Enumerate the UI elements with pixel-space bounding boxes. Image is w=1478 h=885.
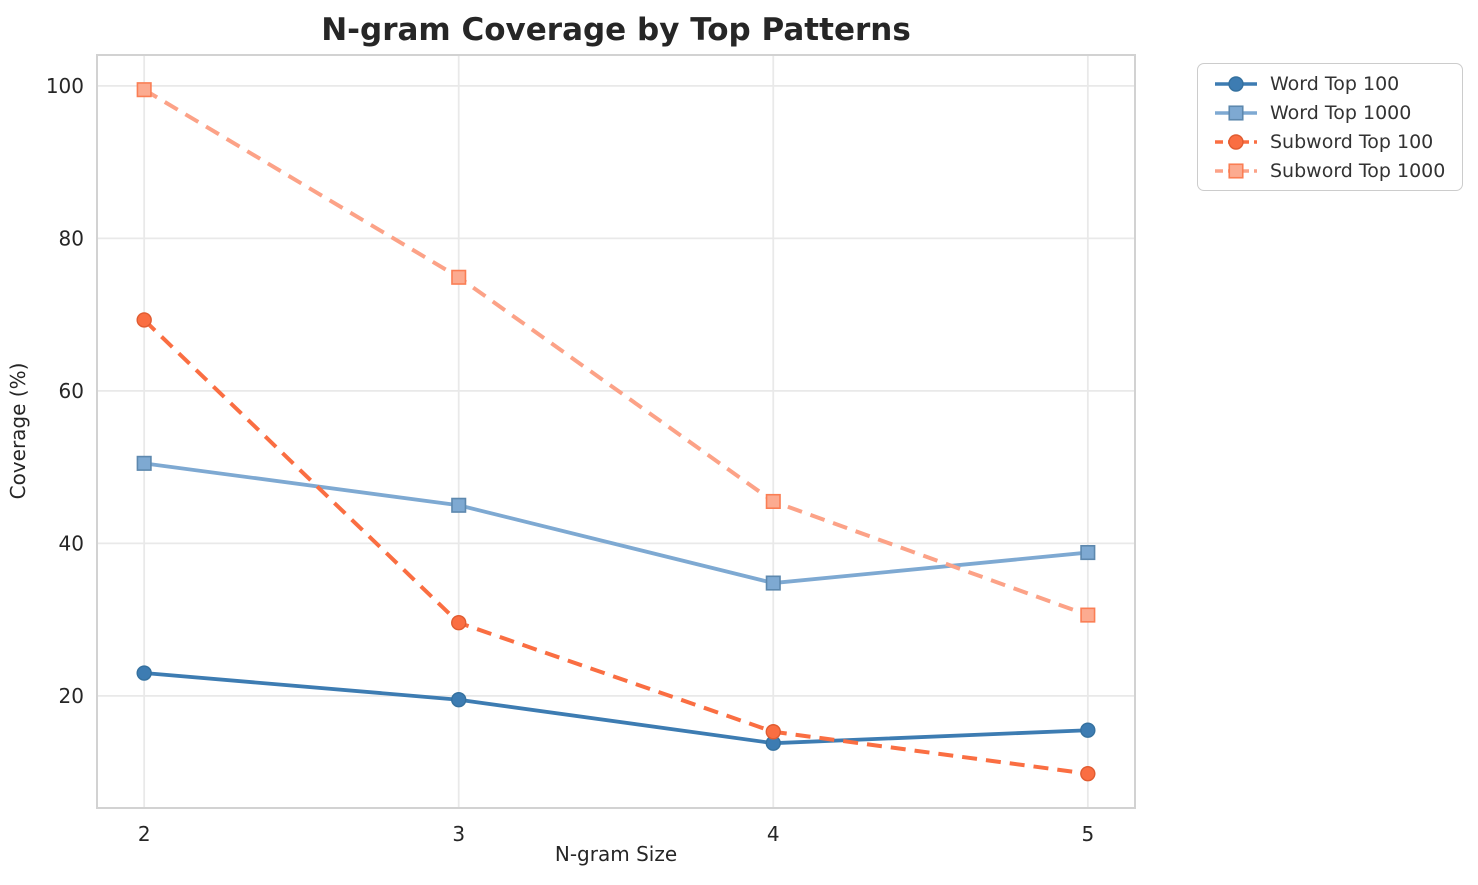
legend-label: Subword Top 1000 [1270, 159, 1446, 182]
y-tick-label: 60 [59, 379, 84, 403]
marker-square-word-top-1000 [1080, 545, 1096, 561]
chart-title: N-gram Coverage by Top Patterns [321, 12, 911, 48]
marker-circle-subword-top-100 [451, 615, 467, 631]
y-tick-label: 80 [59, 226, 84, 250]
legend-item: Subword Top 100 [1212, 128, 1454, 156]
marker-square-subword-top-1000 [1080, 607, 1096, 623]
series-line-subword-top-100 [142, 318, 1089, 776]
marker-square-subword-top-1000 [765, 493, 781, 510]
y-axis-label: Coverage (%) [6, 363, 30, 500]
series-line-subword-top-1000 [143, 87, 1089, 617]
legend-sample-line [1215, 133, 1257, 150]
legend-label: Word Top 1000 [1270, 101, 1412, 124]
marker-circle-subword-top-100 [1228, 133, 1244, 150]
legend: Word Top 100 Word Top 1000 Subword Top 1… [1197, 63, 1463, 191]
legend-label: Word Top 100 [1270, 72, 1400, 95]
y-tick-label: 40 [59, 531, 84, 555]
marker-square-word-top-1000 [765, 575, 781, 591]
marker-square-subword-top-1000 [136, 82, 152, 98]
legend-sample-line [1215, 104, 1257, 121]
marker-circle-word-top-100 [1080, 722, 1096, 738]
legend-sample-line [1215, 162, 1257, 179]
marker-circle-subword-top-100 [136, 312, 152, 328]
marker-square-word-top-1000 [136, 455, 152, 471]
x-tick-label: 5 [1081, 822, 1094, 846]
series-line-word-top-100 [144, 671, 1088, 746]
plot-border [96, 54, 1136, 809]
marker-square-subword-top-1000 [451, 269, 467, 285]
grid-layer [97, 55, 1135, 808]
legend-item: Word Top 100 [1212, 70, 1454, 98]
y-tick-label: 100 [46, 74, 84, 98]
marker-circle-word-top-100 [136, 665, 152, 681]
series-layer [136, 82, 1096, 782]
marker-square-word-top-1000 [451, 497, 467, 513]
marker-circle-word-top-100 [451, 692, 467, 708]
series-line-word-top-1000 [143, 461, 1089, 585]
legend-sample-line [1215, 75, 1257, 92]
x-axis-label: N-gram Size [555, 842, 677, 866]
marker-circle-subword-top-100 [765, 724, 781, 740]
y-tick-label: 20 [59, 684, 84, 708]
legend-label: Subword Top 100 [1270, 130, 1434, 153]
x-tick-label: 3 [452, 822, 465, 846]
legend-item: Subword Top 1000 [1212, 157, 1454, 185]
x-tick-label: 4 [767, 822, 780, 846]
marker-square-subword-top-1000 [1228, 162, 1244, 179]
marker-circle-word-top-100 [1228, 75, 1244, 92]
legend-item: Word Top 1000 [1212, 99, 1454, 127]
marker-square-word-top-1000 [1228, 104, 1244, 121]
x-tick-label: 2 [138, 822, 151, 846]
marker-circle-subword-top-100 [1080, 765, 1096, 782]
tick-layer: 20 40 60 80 100 2 3 4 5 [46, 74, 1094, 846]
